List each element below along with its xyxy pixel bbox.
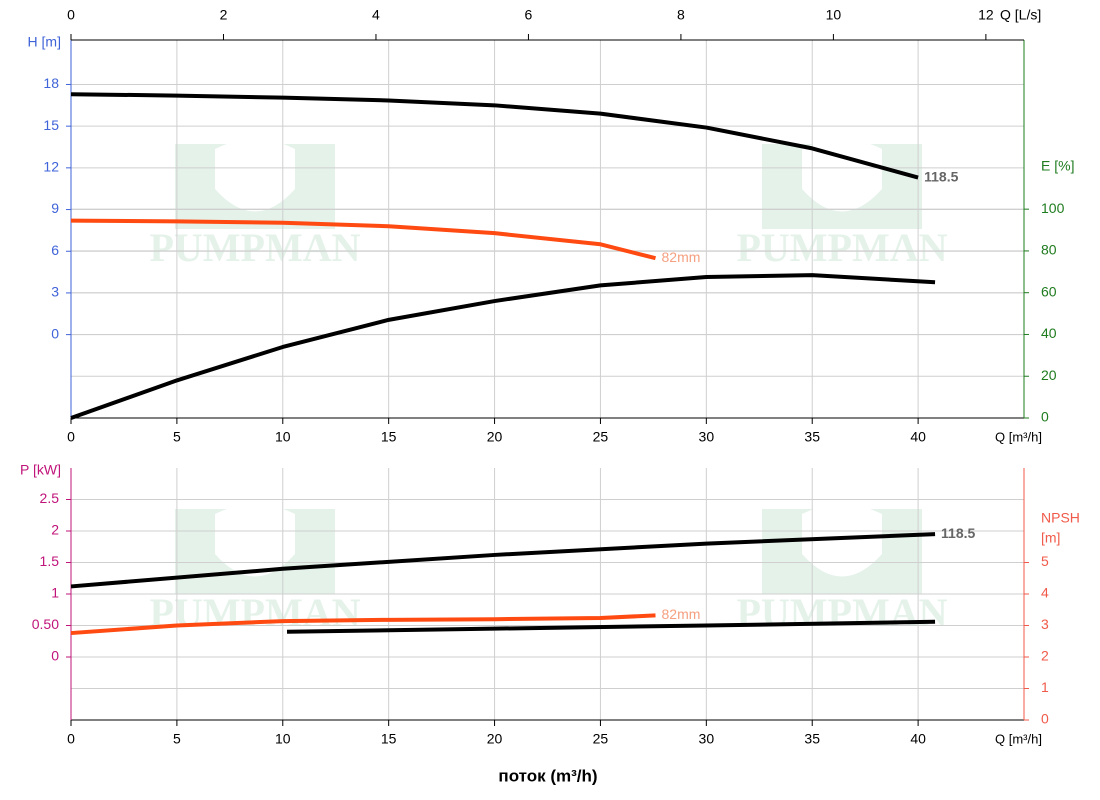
- y2-axis-label: NPSH: [1041, 510, 1080, 526]
- watermark: PUMPMAN: [149, 139, 361, 270]
- y-tick-label: 2.5: [40, 490, 60, 506]
- watermark-face: [802, 504, 882, 577]
- y-tick-label: 1: [51, 585, 59, 601]
- y-axis-label: P [kW]: [20, 462, 61, 478]
- y2-axis-label: E [%]: [1041, 158, 1074, 174]
- x-tick-label: 20: [487, 429, 503, 445]
- watermark: PUMPMAN: [736, 139, 948, 270]
- x-tick-label: 35: [804, 429, 820, 445]
- y-tick-label: 0.50: [32, 616, 59, 632]
- x2-axis-label: Q [L/s]: [1000, 7, 1041, 23]
- watermark-face: [215, 139, 295, 212]
- x-tick-label: 0: [67, 731, 75, 747]
- series-label: 82mm: [662, 249, 701, 265]
- watermark-text: PUMPMAN: [736, 590, 947, 635]
- y-tick-label: 9: [51, 200, 59, 216]
- x2-tick-label: 4: [372, 7, 380, 23]
- y2-tick-label: 2: [1041, 648, 1049, 664]
- y2-tick-label: 0: [1041, 409, 1049, 425]
- x-tick-label: 30: [699, 429, 715, 445]
- y-tick-label: 15: [43, 117, 59, 133]
- x-tick-label: 40: [910, 731, 926, 747]
- watermark-text: PUMPMAN: [149, 590, 360, 635]
- x-tick-label: 15: [381, 731, 397, 747]
- y2-tick-label: 100: [1041, 200, 1065, 216]
- x-tick-label: 25: [593, 429, 609, 445]
- watermark: PUMPMAN: [736, 504, 948, 635]
- series-line: [70, 218, 656, 261]
- y-tick-label: 2: [51, 522, 59, 538]
- series-line: [70, 92, 919, 180]
- x2-tick-label: 0: [67, 7, 75, 23]
- x2-tick-label: 8: [677, 7, 685, 23]
- x-tick-label: 5: [173, 731, 181, 747]
- y2-tick-label: 60: [1041, 283, 1057, 299]
- y-tick-label: 6: [51, 242, 59, 258]
- watermark-face: [802, 139, 882, 212]
- x2-tick-label: 6: [525, 7, 533, 23]
- y2-tick-label: 3: [1041, 616, 1049, 632]
- x2-tick-label: 10: [826, 7, 842, 23]
- series-label: 118.5: [941, 525, 975, 541]
- x-tick-label: 40: [910, 429, 926, 445]
- x-tick-label: 10: [275, 731, 291, 747]
- x-axis-label: Q [m³/h]: [995, 731, 1042, 746]
- x-tick-label: 35: [804, 731, 820, 747]
- series-label: 82mm: [662, 606, 701, 622]
- x-tick-label: 20: [487, 731, 503, 747]
- watermark-face: [215, 504, 295, 577]
- series-line: [70, 273, 936, 420]
- y-tick-label: 0: [51, 648, 59, 664]
- x-tick-label: 25: [593, 731, 609, 747]
- y-tick-label: 0: [51, 325, 59, 341]
- y2-tick-label: 1: [1041, 679, 1049, 695]
- x2-tick-label: 2: [220, 7, 228, 23]
- y2-axis-label: [m]: [1041, 530, 1060, 546]
- y2-tick-label: 4: [1041, 585, 1049, 601]
- x-tick-label: 5: [173, 429, 181, 445]
- series-line: [286, 619, 936, 634]
- y-tick-label: 3: [51, 284, 59, 300]
- y-tick-label: 18: [43, 75, 59, 91]
- y2-tick-label: 20: [1041, 367, 1057, 383]
- x-axis-label: Q [m³/h]: [995, 429, 1042, 444]
- watermark-text: PUMPMAN: [149, 225, 360, 270]
- watermark-text: PUMPMAN: [736, 225, 947, 270]
- y-tick-label: 1.5: [40, 553, 60, 569]
- x-tick-label: 15: [381, 429, 397, 445]
- x-axis-title: поток (m³/h): [498, 766, 597, 785]
- x2-tick-label: 12: [978, 7, 994, 23]
- series-line: [70, 613, 656, 636]
- y-axis-label: H [m]: [28, 34, 61, 50]
- y2-tick-label: 80: [1041, 242, 1057, 258]
- y2-tick-label: 0: [1041, 711, 1049, 727]
- x-tick-label: 10: [275, 429, 291, 445]
- series-line: [70, 532, 936, 589]
- y2-tick-label: 5: [1041, 553, 1049, 569]
- y-tick-label: 12: [43, 159, 59, 175]
- y2-tick-label: 40: [1041, 325, 1057, 341]
- x-tick-label: 30: [699, 731, 715, 747]
- series-label: 118.5: [924, 168, 958, 184]
- x-tick-label: 0: [67, 429, 75, 445]
